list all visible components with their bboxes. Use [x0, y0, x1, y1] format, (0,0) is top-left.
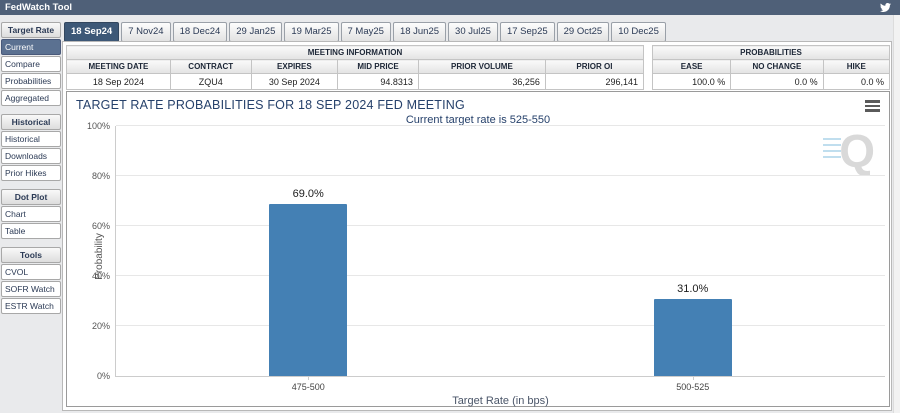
sidebar-item-estr-watch[interactable]: ESTR Watch	[1, 298, 61, 314]
chart-title: TARGET RATE PROBABILITIES FOR 18 SEP 202…	[76, 98, 465, 112]
y-tick-label-100: 100%	[86, 121, 110, 131]
table-title: MEETING INFORMATION	[66, 45, 644, 60]
sidebar-item-sofr-watch[interactable]: SOFR Watch	[1, 281, 61, 297]
tab-30-jul25[interactable]: 30 Jul25	[448, 22, 498, 42]
gridline-40	[116, 275, 885, 276]
app-header: FedWatch Tool	[0, 0, 900, 15]
meeting-tabs: 18 Sep24 7 Nov24 18 Dec24 29 Jan25 19 Mar25 7…	[64, 22, 666, 42]
y-tick-label-40: 40%	[91, 271, 110, 281]
tab-18-sep24[interactable]: 18 Sep24	[64, 22, 120, 42]
cell-mid-price: 94.8313	[337, 73, 419, 90]
y-tick-label-20: 20%	[91, 321, 110, 331]
x-tick-label-475-500: 475-500	[291, 382, 325, 392]
bar-value-label-475-500: 69.0%	[292, 187, 324, 200]
plot-area: Probability Target Rate (in bps) 0% 20% 40…	[87, 121, 885, 407]
tab-7-may25[interactable]: 7 May25	[340, 22, 391, 42]
column-header-no-change: NO CHANGE	[730, 59, 824, 74]
quikstrike-watermark-icon: Q	[823, 125, 875, 177]
main-panel: MEETING INFORMATION MEETING DATE CONTRACT E…	[62, 41, 892, 411]
sidebar-item-cvol[interactable]: CVOL	[1, 264, 61, 280]
column-header-prior-volume: PRIOR VOLUME	[417, 59, 546, 74]
sidebar-item-probabilities[interactable]: Probabilities	[1, 73, 61, 89]
sidebar-item-compare[interactable]: Compare	[1, 56, 61, 72]
sidebar-item-downloads[interactable]: Downloads	[1, 148, 61, 164]
cell-hike: 0.0 %	[822, 73, 891, 90]
cell-expires: 30 Sep 2024	[250, 73, 339, 90]
sidebar-item-current[interactable]: Current	[1, 39, 61, 55]
column-header-prior-oi: PRIOR OI	[544, 59, 645, 74]
sidebar-item-historical[interactable]: Historical	[1, 131, 61, 147]
sidebar-item-prior-hikes[interactable]: Prior Hikes	[1, 165, 61, 181]
sidebar-section-tools: Tools CVOL SOFR Watch ESTR Watch	[1, 247, 61, 314]
column-header-ease: EASE	[651, 59, 732, 74]
app-title: FedWatch Tool	[5, 2, 73, 13]
chart-subtitle: Current target rate is 525-550	[405, 114, 551, 126]
probabilities-table: PROBABILITIES EASE NO CHANGE HIKE 100.0 % 0.0…	[651, 45, 891, 90]
x-tick-mark-500-525	[692, 376, 694, 380]
tab-19-mar25[interactable]: 19 Mar25	[284, 22, 339, 42]
sidebar-item-chart[interactable]: Chart	[1, 206, 61, 222]
tab-18-jun25[interactable]: 18 Jun25	[392, 22, 447, 42]
sidebar-section-target-rate: Target Rate Current Compare Probabilities Ag…	[1, 22, 61, 106]
x-axis-title: Target Rate (in bps)	[452, 395, 549, 407]
table-title: PROBABILITIES	[652, 45, 890, 60]
sidebar-header-historical: Historical	[1, 114, 61, 130]
column-header-expires: EXPIRES	[250, 59, 339, 74]
tab-29-jan25[interactable]: 29 Jan25	[229, 22, 283, 42]
target-rate-chart: TARGET RATE PROBABILITIES FOR 18 SEP 202…	[66, 91, 890, 407]
tab-29-oct25[interactable]: 29 Oct25	[556, 22, 610, 42]
tab-7-nov24[interactable]: 7 Nov24	[121, 22, 171, 42]
bar-500-525[interactable]	[653, 298, 732, 376]
sidebar-item-aggregated[interactable]: Aggregated	[1, 90, 61, 106]
y-tick-label-80: 80%	[91, 171, 110, 181]
column-header-meeting-date: MEETING DATE	[66, 59, 171, 74]
sidebar-section-historical: Historical Historical Downloads Prior Hikes	[1, 114, 61, 181]
tab-18-dec24[interactable]: 18 Dec24	[172, 22, 228, 42]
sidebar-header-dot-plot: Dot Plot	[1, 189, 61, 205]
column-header-hike: HIKE	[822, 59, 891, 74]
x-tick-mark-475-500	[308, 376, 310, 380]
cell-ease: 100.0 %	[651, 73, 732, 90]
column-header-mid-price: MID PRICE	[337, 59, 419, 74]
twitter-bird-icon[interactable]	[879, 2, 892, 13]
info-tables-row: MEETING INFORMATION MEETING DATE CONTRACT E…	[66, 45, 891, 90]
column-header-contract: CONTRACT	[169, 59, 252, 74]
bar-475-500[interactable]	[269, 203, 348, 376]
tab-17-sep25[interactable]: 17 Sep25	[499, 22, 555, 42]
cell-prior-oi: 296,141	[544, 73, 645, 90]
x-tick-label-500-525: 500-525	[676, 382, 710, 392]
bar-group-500-525: 31.0% 500-525	[653, 126, 732, 392]
cell-prior-volume: 36,256	[417, 73, 546, 90]
gridline-80	[116, 175, 885, 176]
y-tick-label-0: 0%	[96, 371, 110, 381]
y-tick-label-60: 60%	[91, 221, 110, 231]
sidebar-nav: Target Rate Current Compare Probabilities Ag…	[1, 22, 61, 322]
sidebar-header-tools: Tools	[1, 247, 61, 263]
cell-no-change: 0.0 %	[730, 73, 824, 90]
meeting-information-table: MEETING INFORMATION MEETING DATE CONTRACT E…	[66, 45, 645, 90]
bar-value-label-500-525: 31.0%	[677, 282, 709, 295]
chart-export-menu-icon[interactable]	[865, 100, 880, 114]
gridline-60	[116, 225, 885, 226]
cell-contract: ZQU4	[169, 73, 252, 90]
sidebar-item-table[interactable]: Table	[1, 223, 61, 239]
gridline-100	[116, 125, 885, 126]
sidebar-section-dot-plot: Dot Plot Chart Table	[1, 189, 61, 239]
gridline-20	[116, 325, 885, 326]
bar-group-475-500: 69.0% 475-500	[269, 126, 348, 392]
sidebar-header-target-rate: Target Rate	[1, 22, 61, 38]
vertical-scrollbar[interactable]	[893, 15, 900, 413]
cell-meeting-date: 18 Sep 2024	[66, 73, 171, 90]
tab-10-dec25[interactable]: 10 Dec25	[611, 22, 666, 42]
